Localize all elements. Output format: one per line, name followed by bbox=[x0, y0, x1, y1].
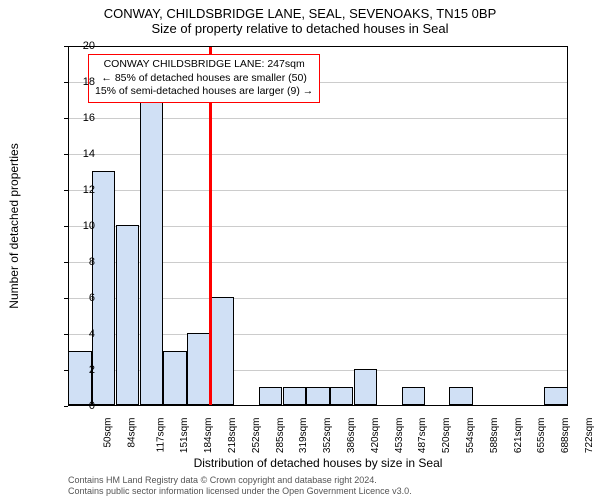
annotation-box: CONWAY CHILDSBRIDGE LANE: 247sqm← 85% of… bbox=[88, 54, 320, 103]
x-tick-label: 184sqm bbox=[203, 418, 214, 454]
bar bbox=[163, 351, 186, 405]
footer-line2: Contains public sector information licen… bbox=[68, 486, 412, 496]
y-tick-label: 2 bbox=[89, 364, 95, 376]
x-tick-label: 50sqm bbox=[102, 418, 113, 448]
y-tick-mark bbox=[64, 46, 68, 47]
bar bbox=[402, 387, 425, 405]
footer-line1: Contains HM Land Registry data © Crown c… bbox=[68, 475, 412, 485]
x-tick-label: 655sqm bbox=[537, 418, 548, 454]
x-axis-label: Distribution of detached houses by size … bbox=[194, 456, 443, 470]
y-tick-mark bbox=[64, 226, 68, 227]
annotation-line: CONWAY CHILDSBRIDGE LANE: 247sqm bbox=[95, 58, 313, 72]
x-tick-label: 688sqm bbox=[560, 418, 571, 454]
x-tick-label: 588sqm bbox=[489, 418, 500, 454]
bar bbox=[140, 99, 163, 405]
chart-title-line2: Size of property relative to detached ho… bbox=[0, 21, 600, 36]
x-tick-label: 386sqm bbox=[346, 418, 357, 454]
x-tick-label: 319sqm bbox=[298, 418, 309, 454]
y-tick-label: 8 bbox=[89, 256, 95, 268]
y-tick-mark bbox=[64, 154, 68, 155]
x-tick-label: 722sqm bbox=[584, 418, 595, 454]
x-tick-label: 621sqm bbox=[513, 418, 524, 454]
bar bbox=[354, 369, 377, 405]
y-tick-mark bbox=[64, 190, 68, 191]
y-tick-label: 16 bbox=[83, 112, 95, 124]
x-tick-label: 117sqm bbox=[155, 418, 166, 453]
y-tick-mark bbox=[64, 262, 68, 263]
y-tick-mark bbox=[64, 82, 68, 83]
bar bbox=[68, 351, 91, 405]
annotation-line: 15% of semi-detached houses are larger (… bbox=[95, 85, 313, 99]
y-tick-label: 14 bbox=[83, 148, 95, 160]
y-tick-label: 0 bbox=[89, 400, 95, 412]
x-tick-label: 252sqm bbox=[251, 418, 262, 454]
x-tick-label: 420sqm bbox=[370, 418, 381, 454]
x-tick-label: 285sqm bbox=[275, 418, 286, 454]
y-tick-mark bbox=[64, 298, 68, 299]
x-tick-label: 218sqm bbox=[227, 418, 238, 454]
y-tick-mark bbox=[64, 406, 68, 407]
bar bbox=[544, 387, 567, 405]
bar bbox=[330, 387, 353, 405]
y-tick-label: 18 bbox=[83, 76, 95, 88]
chart-container: CONWAY, CHILDSBRIDGE LANE, SEAL, SEVENOA… bbox=[0, 0, 600, 500]
x-tick-label: 520sqm bbox=[441, 418, 452, 454]
footer-attribution: Contains HM Land Registry data © Crown c… bbox=[68, 475, 412, 496]
y-tick-mark bbox=[64, 334, 68, 335]
bar bbox=[92, 171, 115, 405]
bar bbox=[449, 387, 472, 405]
y-tick-label: 6 bbox=[89, 292, 95, 304]
annotation-line: ← 85% of detached houses are smaller (50… bbox=[95, 72, 313, 86]
y-tick-label: 12 bbox=[83, 184, 95, 196]
x-tick-label: 151sqm bbox=[179, 418, 190, 454]
plot-area: CONWAY CHILDSBRIDGE LANE: 247sqm← 85% of… bbox=[68, 46, 568, 406]
y-tick-label: 4 bbox=[89, 328, 95, 340]
chart-title-line1: CONWAY, CHILDSBRIDGE LANE, SEAL, SEVENOA… bbox=[0, 0, 600, 21]
bar bbox=[211, 297, 234, 405]
bar bbox=[259, 387, 282, 405]
bar bbox=[306, 387, 329, 405]
bar bbox=[116, 225, 139, 405]
y-tick-mark bbox=[64, 118, 68, 119]
bar bbox=[187, 333, 210, 405]
x-tick-label: 352sqm bbox=[322, 418, 333, 454]
x-tick-label: 84sqm bbox=[126, 418, 137, 448]
y-tick-label: 20 bbox=[83, 40, 95, 52]
y-tick-mark bbox=[64, 370, 68, 371]
x-tick-label: 453sqm bbox=[394, 418, 405, 454]
y-tick-label: 10 bbox=[83, 220, 95, 232]
bar bbox=[283, 387, 306, 405]
y-axis-label: Number of detached properties bbox=[7, 143, 21, 308]
x-tick-label: 487sqm bbox=[418, 418, 429, 454]
x-tick-label: 554sqm bbox=[465, 418, 476, 454]
